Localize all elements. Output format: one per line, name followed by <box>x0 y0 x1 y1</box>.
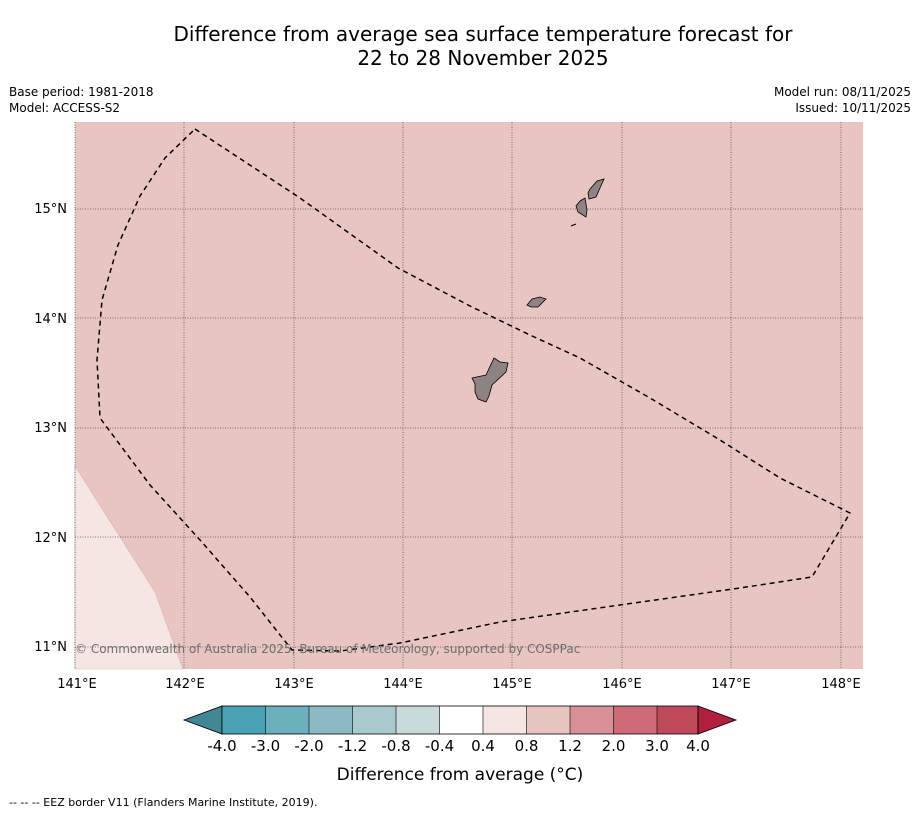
colorbar-tick-label: 0.4 <box>471 737 495 755</box>
colorbar-segment <box>483 706 527 734</box>
lon-tick-label: 141°E <box>57 677 97 692</box>
issued-date: Issued: 10/11/2025 <box>795 101 911 115</box>
colorbar-segment <box>396 706 440 734</box>
lon-tick-label: 148°E <box>821 677 861 692</box>
tinian-island-shape <box>575 197 588 218</box>
longitude-axis: 141°E 142°E 143°E 144°E 145°E 146°E 147°… <box>57 677 861 692</box>
lat-tick-label: 14°N <box>34 312 67 327</box>
colorbar-segment <box>657 706 698 734</box>
lat-tick-label: 15°N <box>34 202 67 217</box>
meta-left: Base period: 1981-2018 Model: ACCESS-S2 <box>9 84 154 116</box>
colorbar-extend-high <box>697 705 738 735</box>
map-panel: © Commonwealth of Australia 2025, Bureau… <box>74 122 863 670</box>
lat-tick-label: 12°N <box>34 531 67 546</box>
colorbar-title: Difference from average (°C) <box>337 765 584 785</box>
colorbar-tick-label: -4.0 <box>207 737 236 755</box>
eez-legend-footnote: -- -- -- EEZ border V11 (Flanders Marine… <box>9 796 318 809</box>
colorbar-tick-label: 0.8 <box>515 737 539 755</box>
colorbar-tick-label: 4.0 <box>686 737 710 755</box>
colorbar-tick-label: 2.0 <box>602 737 626 755</box>
colorbar-segment <box>352 706 396 734</box>
colorbar-tick-label: -3.0 <box>251 737 280 755</box>
colorbar-segment <box>309 706 353 734</box>
lat-tick-label: 11°N <box>34 640 67 655</box>
colorbar-segment <box>570 706 614 734</box>
title-line-1: Difference from average sea surface temp… <box>173 22 793 46</box>
colorbar: -4.0 -3.0 -2.0 -1.2 -0.8 -0.4 0.4 0.8 1.… <box>182 705 738 785</box>
lon-tick-label: 144°E <box>383 677 423 692</box>
lon-tick-label: 143°E <box>274 677 314 692</box>
base-period: Base period: 1981-2018 <box>9 85 154 99</box>
guam-island-shape <box>471 357 509 403</box>
colorbar-segment <box>222 706 266 734</box>
colorbar-extend-low <box>182 705 223 735</box>
model-run: Model run: 08/11/2025 <box>773 85 911 99</box>
colorbar-segment <box>613 706 657 734</box>
copyright-notice: © Commonwealth of Australia 2025, Bureau… <box>75 642 580 656</box>
graticule <box>74 122 863 669</box>
lon-tick-label: 142°E <box>165 677 205 692</box>
lon-tick-label: 146°E <box>602 677 642 692</box>
rota-island-shape <box>526 296 547 308</box>
lon-tick-label: 147°E <box>711 677 751 692</box>
colorbar-tick-label: 1.2 <box>558 737 582 755</box>
colorbar-tick-label: -1.2 <box>338 737 367 755</box>
colorbar-segment <box>439 706 483 734</box>
colorbar-tick-label: -0.4 <box>425 737 454 755</box>
colorbar-segment <box>526 706 570 734</box>
lon-tick-label: 145°E <box>492 677 532 692</box>
latitude-axis: 15°N 14°N 13°N 12°N 11°N <box>34 202 67 655</box>
colorbar-tick-label: 3.0 <box>645 737 669 755</box>
lat-tick-label: 13°N <box>34 421 67 436</box>
meta-right: Model run: 08/11/2025 Issued: 10/11/2025 <box>774 84 911 116</box>
sst-anomaly-field <box>75 122 863 669</box>
model-name: Model: ACCESS-S2 <box>9 101 121 115</box>
sst-lower-anomaly-region <box>74 464 184 670</box>
aguijan-island-shape <box>570 223 577 227</box>
colorbar-tick-label: -0.8 <box>381 737 410 755</box>
saipan-island-shape <box>587 178 605 200</box>
chart-title: Difference from average sea surface temp… <box>0 22 919 70</box>
colorbar-segment <box>265 706 309 734</box>
title-line-2: 22 to 28 November 2025 <box>357 46 609 70</box>
colorbar-tick-label: -2.0 <box>294 737 323 755</box>
